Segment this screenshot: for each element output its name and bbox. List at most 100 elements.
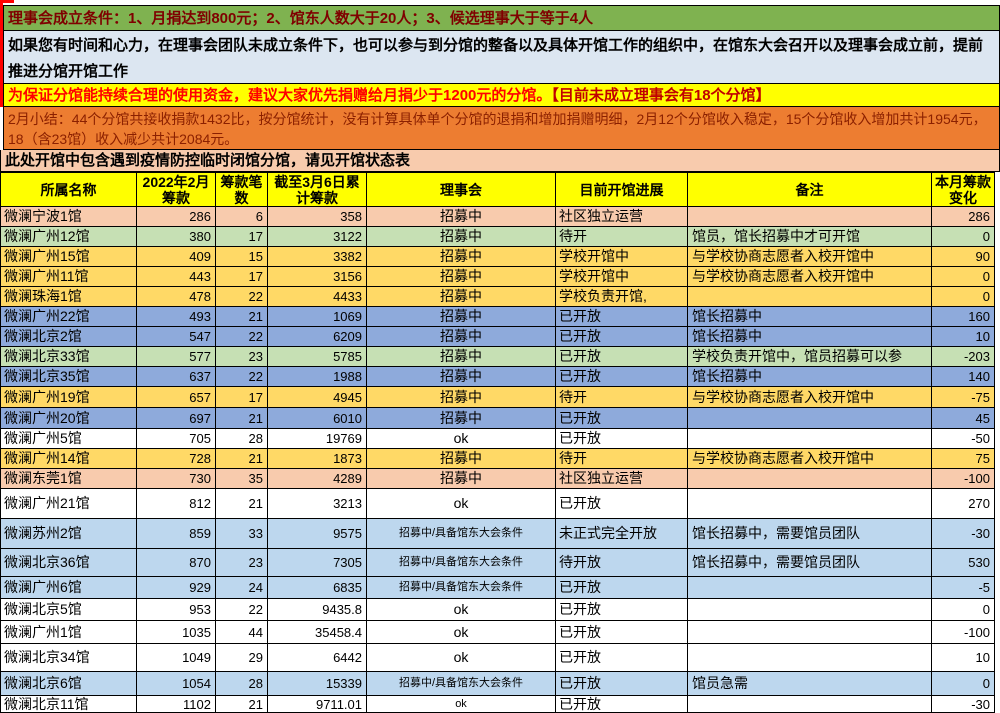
- cumulative-funds-cell[interactable]: 6442: [268, 644, 367, 672]
- monthly-change-cell[interactable]: -100: [932, 621, 995, 644]
- table-row[interactable]: 微澜苏州2馆 859 33 9575 招募中/具备馆东大会条件 未正式完全开放 馆长招募中，…: [0, 519, 995, 549]
- donation-count-cell[interactable]: 24: [216, 577, 268, 599]
- table-row[interactable]: 微澜广州12馆 380 17 3122 招募中 待开 馆员，馆长招募中才可开馆 0: [0, 227, 995, 247]
- feb-funds-cell[interactable]: 547: [137, 327, 216, 347]
- monthly-change-cell[interactable]: -203: [932, 347, 995, 367]
- remarks-cell[interactable]: 与学校协商志愿者入校开馆中: [688, 449, 932, 469]
- donation-count-cell[interactable]: 44: [216, 621, 268, 644]
- opening-progress-cell[interactable]: 已开放: [556, 367, 688, 387]
- cumulative-funds-cell[interactable]: 19769: [268, 429, 367, 449]
- opening-progress-cell[interactable]: 已开放: [556, 347, 688, 367]
- table-row[interactable]: 微澜北京11馆 1102 21 9711.01 ok 已开放 -30: [0, 696, 995, 713]
- donation-count-cell[interactable]: 28: [216, 672, 268, 696]
- opening-progress-cell[interactable]: 学校负责开馆,: [556, 287, 688, 307]
- remarks-cell[interactable]: 馆长招募中，需要馆员团队: [688, 519, 932, 549]
- feb-funds-cell[interactable]: 577: [137, 347, 216, 367]
- table-row[interactable]: 微澜东莞1馆 730 35 4289 招募中 社区独立运营 -100: [0, 469, 995, 489]
- monthly-change-cell[interactable]: 0: [932, 599, 995, 621]
- council-status-cell[interactable]: 招募中: [367, 387, 556, 408]
- council-status-cell[interactable]: 招募中: [367, 327, 556, 347]
- cumulative-funds-cell[interactable]: 6010: [268, 408, 367, 429]
- cumulative-funds-cell[interactable]: 9575: [268, 519, 367, 549]
- monthly-change-cell[interactable]: -30: [932, 519, 995, 549]
- feb-funds-cell[interactable]: 929: [137, 577, 216, 599]
- branch-name-cell[interactable]: 微澜广州12馆: [0, 227, 137, 247]
- branch-name-cell[interactable]: 微澜宁波1馆: [0, 207, 137, 227]
- feb-funds-cell[interactable]: 870: [137, 549, 216, 577]
- cumulative-funds-cell[interactable]: 6835: [268, 577, 367, 599]
- donation-count-cell[interactable]: 21: [216, 449, 268, 469]
- monthly-change-cell[interactable]: -75: [932, 387, 995, 408]
- donation-count-cell[interactable]: 22: [216, 367, 268, 387]
- banner-status-note[interactable]: 此处开馆中包含遇到疫情防控临时闭馆分馆，请见开馆状态表: [0, 150, 1000, 172]
- remarks-cell[interactable]: [688, 489, 932, 519]
- opening-progress-cell[interactable]: 未正式完全开放: [556, 519, 688, 549]
- council-status-cell[interactable]: ok: [367, 696, 556, 713]
- donation-count-cell[interactable]: 6: [216, 207, 268, 227]
- monthly-change-cell[interactable]: 10: [932, 327, 995, 347]
- branch-name-cell[interactable]: 微澜广州11馆: [0, 267, 137, 287]
- banner-february-summary[interactable]: 2月小结：44个分馆共接收捐款1432比，按分馆统计，没有计算具体单个分馆的退捐…: [3, 107, 1000, 150]
- feb-funds-cell[interactable]: 409: [137, 247, 216, 267]
- table-row[interactable]: 微澜广州19馆 657 17 4945 招募中 待开 与学校协商志愿者入校开馆中 -75: [0, 387, 995, 408]
- feb-funds-cell[interactable]: 730: [137, 469, 216, 489]
- donation-count-cell[interactable]: 21: [216, 696, 268, 713]
- remarks-cell[interactable]: [688, 469, 932, 489]
- monthly-change-cell[interactable]: -50: [932, 429, 995, 449]
- opening-progress-cell[interactable]: 已开放: [556, 696, 688, 713]
- table-row[interactable]: 微澜广州22馆 493 21 1069 招募中 已开放 馆长招募中 160: [0, 307, 995, 327]
- opening-progress-cell[interactable]: 待开: [556, 449, 688, 469]
- header-cumulative-funds[interactable]: 截至3月6日累计筹款: [268, 172, 367, 207]
- branch-name-cell[interactable]: 微澜北京33馆: [0, 347, 137, 367]
- branch-name-cell[interactable]: 微澜珠海1馆: [0, 287, 137, 307]
- council-status-cell[interactable]: 招募中/具备馆东大会条件: [367, 672, 556, 696]
- remarks-cell[interactable]: [688, 429, 932, 449]
- feb-funds-cell[interactable]: 286: [137, 207, 216, 227]
- council-status-cell[interactable]: 招募中: [367, 367, 556, 387]
- table-row[interactable]: 微澜北京2馆 547 22 6209 招募中 已开放 馆长招募中 10: [0, 327, 995, 347]
- feb-funds-cell[interactable]: 859: [137, 519, 216, 549]
- banner-council-conditions[interactable]: 理事会成立条件：1、月捐达到800元；2、馆东人数大于20人；3、候选理事大于等…: [3, 5, 1000, 31]
- branch-name-cell[interactable]: 微澜苏州2馆: [0, 519, 137, 549]
- remarks-cell[interactable]: 馆长招募中: [688, 327, 932, 347]
- remarks-cell[interactable]: [688, 621, 932, 644]
- remarks-cell[interactable]: 与学校协商志愿者入校开馆中: [688, 387, 932, 408]
- branch-name-cell[interactable]: 微澜东莞1馆: [0, 469, 137, 489]
- cumulative-funds-cell[interactable]: 3213: [268, 489, 367, 519]
- feb-funds-cell[interactable]: 493: [137, 307, 216, 327]
- donation-count-cell[interactable]: 17: [216, 227, 268, 247]
- feb-funds-cell[interactable]: 443: [137, 267, 216, 287]
- opening-progress-cell[interactable]: 已开放: [556, 621, 688, 644]
- branch-name-cell[interactable]: 微澜广州5馆: [0, 429, 137, 449]
- header-remarks[interactable]: 备注: [688, 172, 932, 207]
- table-row[interactable]: 微澜珠海1馆 478 22 4433 招募中 学校负责开馆, 0: [0, 287, 995, 307]
- council-status-cell[interactable]: 招募中: [367, 449, 556, 469]
- opening-progress-cell[interactable]: 已开放: [556, 327, 688, 347]
- council-status-cell[interactable]: ok: [367, 429, 556, 449]
- feb-funds-cell[interactable]: 1054: [137, 672, 216, 696]
- council-status-cell[interactable]: 招募中/具备馆东大会条件: [367, 549, 556, 577]
- donation-count-cell[interactable]: 21: [216, 408, 268, 429]
- opening-progress-cell[interactable]: 已开放: [556, 599, 688, 621]
- council-status-cell[interactable]: 招募中: [367, 247, 556, 267]
- table-row[interactable]: 微澜北京36馆 870 23 7305 招募中/具备馆东大会条件 待开放 馆长招募中，需要馆…: [0, 549, 995, 577]
- branch-name-cell[interactable]: 微澜北京5馆: [0, 599, 137, 621]
- donation-count-cell[interactable]: 29: [216, 644, 268, 672]
- council-status-cell[interactable]: 招募中: [367, 307, 556, 327]
- table-row[interactable]: 微澜北京35馆 637 22 1988 招募中 已开放 馆长招募中 140: [0, 367, 995, 387]
- donation-count-cell[interactable]: 22: [216, 327, 268, 347]
- header-council[interactable]: 理事会: [367, 172, 556, 207]
- monthly-change-cell[interactable]: 530: [932, 549, 995, 577]
- branch-name-cell[interactable]: 微澜广州21馆: [0, 489, 137, 519]
- donation-count-cell[interactable]: 28: [216, 429, 268, 449]
- opening-progress-cell[interactable]: 已开放: [556, 307, 688, 327]
- remarks-cell[interactable]: 与学校协商志愿者入校开馆中: [688, 247, 932, 267]
- feb-funds-cell[interactable]: 728: [137, 449, 216, 469]
- remarks-cell[interactable]: 与学校协商志愿者入校开馆中: [688, 267, 932, 287]
- branch-name-cell[interactable]: 微澜北京6馆: [0, 672, 137, 696]
- council-status-cell[interactable]: ok: [367, 621, 556, 644]
- branch-name-cell[interactable]: 微澜广州14馆: [0, 449, 137, 469]
- table-row[interactable]: 微澜广州6馆 929 24 6835 招募中/具备馆东大会条件 已开放 -5: [0, 577, 995, 599]
- branch-name-cell[interactable]: 微澜广州19馆: [0, 387, 137, 408]
- table-row[interactable]: 微澜广州15馆 409 15 3382 招募中 学校开馆中 与学校协商志愿者入校开馆中 90: [0, 247, 995, 267]
